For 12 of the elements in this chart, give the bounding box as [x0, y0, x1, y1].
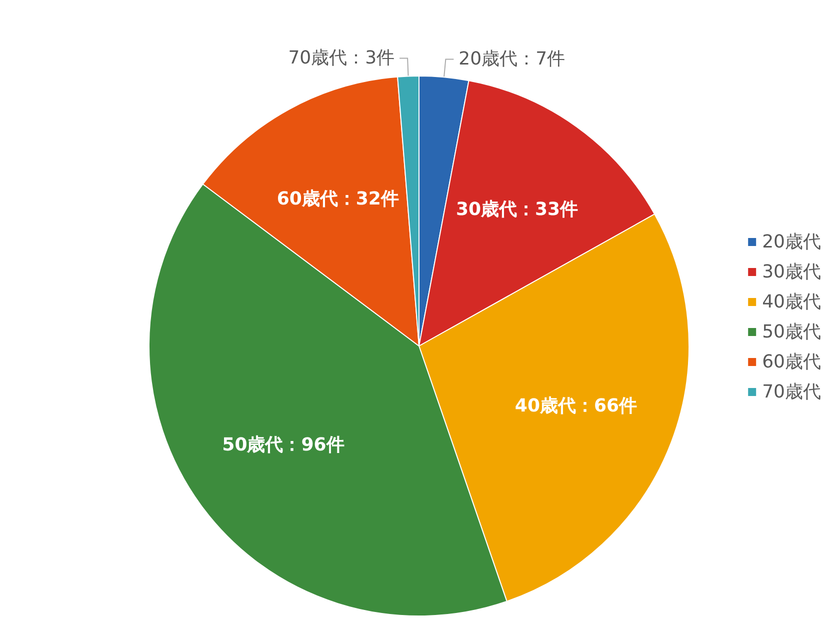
- data-label: 50歳代：96件: [222, 434, 344, 456]
- data-label: 60歳代：32件: [276, 188, 399, 210]
- legend-label: 60歳代: [762, 352, 821, 372]
- legend-label: 30歳代: [762, 262, 821, 282]
- data-label: 20歳代：7件: [458, 48, 566, 70]
- data-label: 30歳代：33件: [456, 199, 578, 220]
- legend-label: 20歳代: [762, 232, 821, 252]
- data-label: 40歳代：66件: [514, 395, 638, 416]
- legend-label: 70歳代: [762, 382, 821, 402]
- legend-label: 50歳代: [762, 322, 821, 342]
- legend-label: 40歳代: [762, 292, 821, 312]
- data-label: 70歳代：3件: [288, 48, 395, 69]
